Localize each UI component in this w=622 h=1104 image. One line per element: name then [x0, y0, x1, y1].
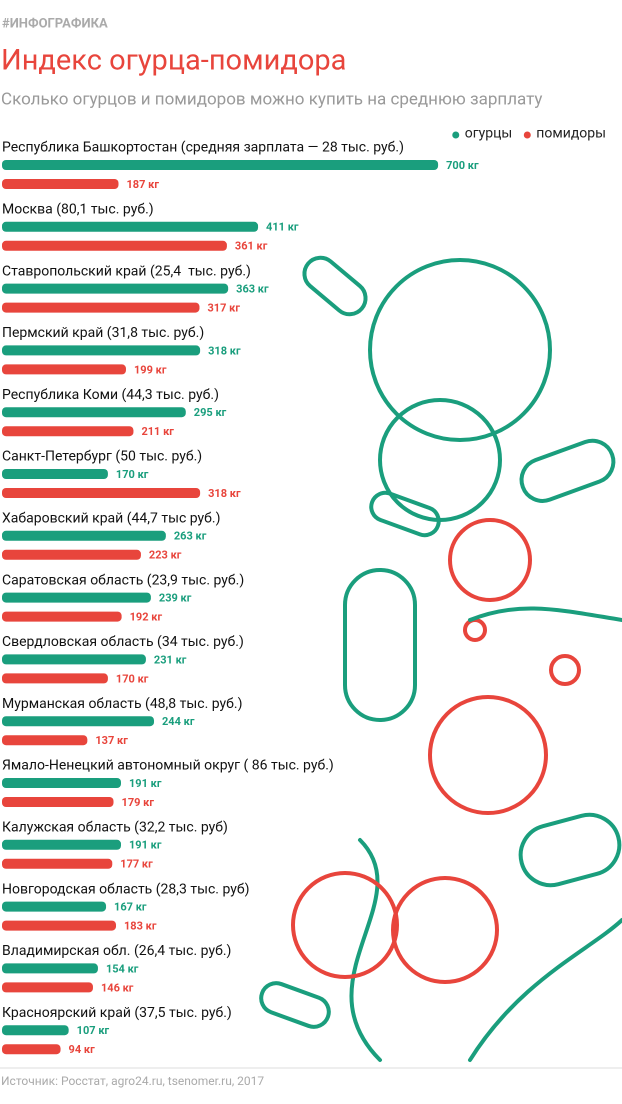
value-label: 318 кг [208, 344, 241, 357]
bar [2, 611, 122, 622]
value-label: 187 кг [127, 178, 160, 191]
bar [2, 716, 155, 727]
value-label: 231 кг [154, 653, 187, 666]
bar [2, 345, 201, 356]
bar [2, 797, 114, 807]
bar [2, 778, 121, 788]
bar [2, 901, 107, 912]
legend-label: огурцы [465, 126, 513, 142]
value-label: 411 кг [266, 221, 299, 234]
category-label: Мурманская область (48,8 тыс. руб.) [2, 696, 242, 712]
bar [2, 530, 166, 541]
value-label: 94 кг [69, 1043, 96, 1056]
bar [2, 654, 146, 665]
category-label: Красноярский край (37,5 тыс. руб.) [2, 1005, 232, 1021]
bar [2, 488, 201, 498]
value-label: 263 кг [174, 530, 207, 543]
value-label: 167 кг [114, 901, 147, 914]
value-label: 211 кг [141, 425, 174, 438]
value-label: 137 кг [95, 734, 128, 747]
legend-label: помидоры [536, 126, 606, 142]
bar [2, 963, 98, 974]
category-label: Саратовская область (23,9 тыс. руб.) [2, 572, 244, 588]
value-label: 170 кг [116, 672, 149, 685]
legend-dot [523, 131, 531, 139]
category-label: Новгородская область (28,3 тыс. руб) [2, 881, 250, 897]
bar [2, 1025, 69, 1036]
bar [2, 839, 121, 850]
bar [2, 735, 88, 746]
bar [2, 179, 119, 189]
bar [2, 982, 93, 993]
chart-subtitle: Сколько огурцов и помидоров можно купить… [1, 89, 542, 109]
category-label: Ставропольский край (25,4 тыс. руб.) [2, 263, 251, 279]
value-label: 170 кг [116, 468, 149, 481]
bar [2, 673, 108, 684]
bar [2, 302, 200, 313]
bar [2, 160, 439, 170]
bar [2, 426, 134, 437]
bar [2, 407, 186, 418]
category-label: Санкт-Петербург (50 тыс. руб.) [2, 449, 202, 465]
value-label: 154 кг [106, 962, 139, 975]
value-label: 363 кг [236, 283, 269, 296]
value-label: 192 кг [130, 611, 163, 624]
bar [2, 920, 117, 931]
category-label: Владимирская обл. (26,4 тыс. руб.) [2, 943, 231, 959]
category-label: Республика Коми (44,3 тыс. руб.) [2, 387, 219, 403]
decoration [259, 255, 622, 1062]
value-label: 179 кг [122, 796, 155, 809]
value-label: 199 кг [134, 363, 167, 376]
bar [2, 469, 108, 479]
value-label: 223 кг [149, 549, 182, 562]
chart-title: Индекс огурца-помидора [1, 44, 346, 78]
category-label: Калужская область (32,2 тыс. руб) [2, 820, 228, 836]
category-label: Москва (80,1 тыс. руб.) [2, 202, 154, 218]
bar [2, 240, 227, 251]
value-label: 317 кг [207, 302, 240, 315]
kicker: #ИНФОГРАФИКА [2, 16, 108, 31]
bar [2, 549, 141, 560]
value-label: 361 кг [235, 240, 268, 253]
value-label: 191 кг [129, 839, 162, 852]
value-label: 244 кг [162, 715, 195, 728]
category-label: Свердловская область (34 тыс. руб.) [2, 634, 244, 650]
value-label: 107 кг [77, 1024, 110, 1037]
bar [2, 364, 126, 375]
category-label: Пермский край (31,8 тыс. руб.) [2, 325, 204, 341]
legend-dot [452, 131, 460, 139]
bar [2, 858, 113, 869]
value-label: 318 кг [208, 487, 241, 500]
bar [2, 283, 229, 294]
bar [2, 221, 259, 232]
value-label: 146 кг [101, 981, 134, 994]
category-label: Республика Башкортостан (средняя зарплат… [2, 140, 404, 156]
bar [2, 592, 151, 603]
category-label: Ямало-Ненецкий автономный округ ( 86 тыс… [2, 758, 334, 774]
category-label: Хабаровский край (44,7 тыс руб.) [2, 511, 220, 527]
value-label: 295 кг [194, 406, 227, 419]
value-label: 183 кг [124, 920, 157, 933]
value-label: 177 кг [120, 858, 153, 871]
value-label: 191 кг [129, 777, 162, 790]
value-label: 239 кг [159, 592, 192, 605]
source: Источник: Росстат, agro24.ru, tsenomer.r… [1, 1074, 264, 1088]
value-label: 700 кг [446, 159, 479, 172]
bar [2, 1044, 61, 1055]
